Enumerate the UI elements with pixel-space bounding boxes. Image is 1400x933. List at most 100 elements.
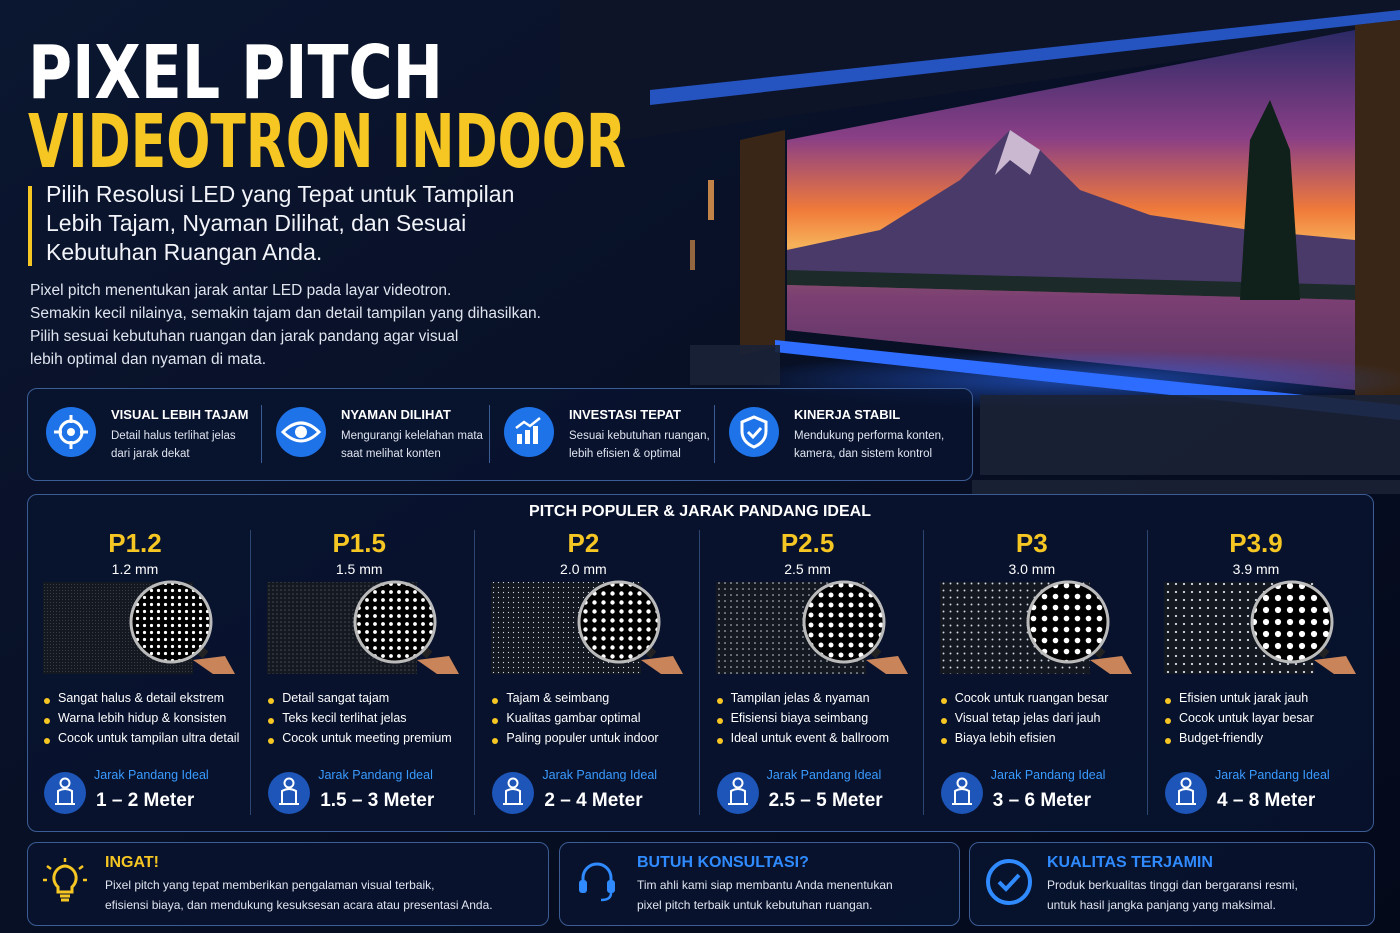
pixel-illustration: [715, 580, 908, 674]
pixel-illustration: [267, 580, 460, 674]
intro: Pilih sesuai kebutuhan ruangan dan jarak…: [30, 328, 459, 345]
pitch-name: P1.5: [332, 528, 386, 558]
bullet: [492, 718, 499, 724]
pitch-point: Efisiensi biaya seimbang: [730, 711, 869, 725]
footer-text: untuk hasil jangka panjang yang maksimal…: [1047, 898, 1276, 912]
bullet: [940, 718, 947, 724]
feature-text: lebih efisien & optimal: [569, 448, 681, 460]
footer-icon: [43, 858, 87, 902]
pitch-point: Biaya lebih efisien: [954, 731, 1056, 745]
bullet: [44, 738, 50, 744]
divider: [698, 530, 700, 815]
pitch-panel: [27, 494, 1374, 832]
subtitle: Kebutuhan Ruangan Anda.: [46, 239, 323, 265]
pitch-point: Paling populer untuk indoor: [506, 731, 659, 745]
pitch-point: Detail sangat tajam: [282, 691, 390, 705]
feature-title: INVESTASI TEPAT: [569, 407, 681, 422]
footer-text: Produk berkualitas tinggi dan bergaransi…: [1047, 878, 1298, 892]
footer-icon: [986, 859, 1032, 905]
pitch-point: Efisien untuk jarak jauh: [1179, 691, 1309, 705]
subtitle: Pilih Resolusi LED yang Tepat untuk Tamp…: [46, 181, 515, 207]
divider: [474, 530, 476, 815]
bullet: [1165, 698, 1171, 704]
bullet: [268, 718, 275, 724]
feature-text: Detail halus terlihat jelas: [111, 430, 236, 442]
intro: Semakin kecil nilainya, semakin tajam da…: [30, 305, 541, 322]
footer-panel: [969, 842, 1375, 926]
pitch-size: 1.5 mm: [335, 561, 383, 577]
bullet: [716, 698, 723, 704]
bullet: [716, 738, 723, 744]
divider: [489, 405, 490, 463]
feature-text: saat melihat konten: [341, 448, 441, 460]
pitch-name: P3.9: [1229, 528, 1283, 558]
pitch-name: P3: [1015, 528, 1048, 558]
feature-icon: [46, 407, 96, 457]
pitch-point: Cocok untuk ruangan besar: [954, 691, 1109, 705]
section-title: PITCH POPULER & JARAK PANDANG IDEAL: [529, 503, 871, 520]
pitch-point: Cocok untuk layar besar: [1179, 711, 1314, 725]
pitch-point: Teks kecil terlihat jelas: [282, 711, 407, 725]
person-icon: [268, 772, 311, 814]
footer-panel: [27, 842, 549, 926]
pitch-size: 1.2 mm: [111, 561, 159, 577]
feature-text: kamera, dan sistem kontrol: [794, 448, 933, 460]
bullet: [716, 718, 723, 724]
bullet: [1165, 738, 1171, 744]
pitch-point: Cocok untuk meeting premium: [282, 731, 452, 745]
distance-value: 2 – 4 Meter: [544, 790, 643, 811]
features-panel: [27, 388, 973, 481]
pitch-size: 2.5 mm: [784, 561, 831, 577]
distance-label: Jarak Pandang Ideal: [94, 768, 209, 782]
divider: [1147, 530, 1148, 815]
title-line: VIDEOTRON INDOOR: [28, 99, 626, 180]
bullet: [940, 698, 947, 704]
person-icon: [44, 772, 86, 814]
person-icon: [940, 772, 983, 814]
pitch-name: P2: [567, 528, 600, 558]
divider: [261, 405, 262, 463]
pitch-point: Budget-friendly: [1179, 731, 1264, 745]
pixel-illustration: [1164, 580, 1356, 674]
divider: [714, 405, 715, 463]
distance-label: Jarak Pandang Ideal: [542, 768, 658, 782]
feature-text: Sesuai kebutuhan ruangan,: [569, 430, 710, 442]
intro: lebih optimal dan nyaman di mata.: [30, 351, 267, 368]
bullet: [268, 698, 275, 704]
pitch-size: 2.0 mm: [560, 561, 607, 577]
feature-text: Mendukung performa konten,: [794, 430, 945, 442]
pitch-point: Visual tetap jelas dari jauh: [954, 711, 1101, 725]
bullet: [492, 698, 499, 704]
bullet: [268, 738, 275, 744]
bullet: [492, 738, 499, 744]
pitch-point: Sangat halus & detail ekstrem: [58, 691, 225, 705]
distance-label: Jarak Pandang Ideal: [1215, 768, 1330, 782]
footer-text: pixel pitch terbaik untuk kebutuhan ruan…: [637, 898, 873, 912]
feature-title: NYAMAN DILIHAT: [341, 407, 451, 422]
feature-text: Mengurangi kelelahan mata: [341, 430, 483, 442]
distance-label: Jarak Pandang Ideal: [766, 768, 882, 782]
intro: Pixel pitch menentukan jarak antar LED p…: [30, 282, 452, 299]
bullet: [940, 738, 947, 744]
pitch-point: Ideal untuk event & ballroom: [730, 731, 890, 745]
pitch-size: 3.0 mm: [1008, 561, 1056, 577]
footer-text: Pixel pitch yang tepat memberikan pengal…: [105, 878, 435, 892]
footer-text: efisiensi biaya, dan mendukung kesuksesa…: [105, 898, 493, 912]
bullet: [44, 698, 50, 704]
divider: [922, 530, 924, 815]
footer-title: INGAT!: [105, 854, 159, 871]
pitch-point: Kualitas gambar optimal: [506, 711, 641, 725]
distance-value: 3 – 6 Meter: [992, 790, 1092, 811]
person-icon: [716, 772, 759, 814]
feature-icon: [504, 407, 554, 457]
pitch-point: Tajam & seimbang: [506, 691, 610, 705]
distance-value: 2.5 – 5 Meter: [768, 790, 883, 811]
pixel-illustration: [43, 580, 235, 674]
subtitle: Lebih Tajam, Nyaman Dilihat, dan Sesuai: [46, 210, 467, 236]
pitch-point: Tampilan jelas & nyaman: [730, 691, 870, 705]
title-line: PIXEL PITCH: [28, 30, 443, 116]
bullet: [1165, 718, 1171, 724]
pitch-point: Warna lebih hidup & konsisten: [58, 711, 227, 725]
